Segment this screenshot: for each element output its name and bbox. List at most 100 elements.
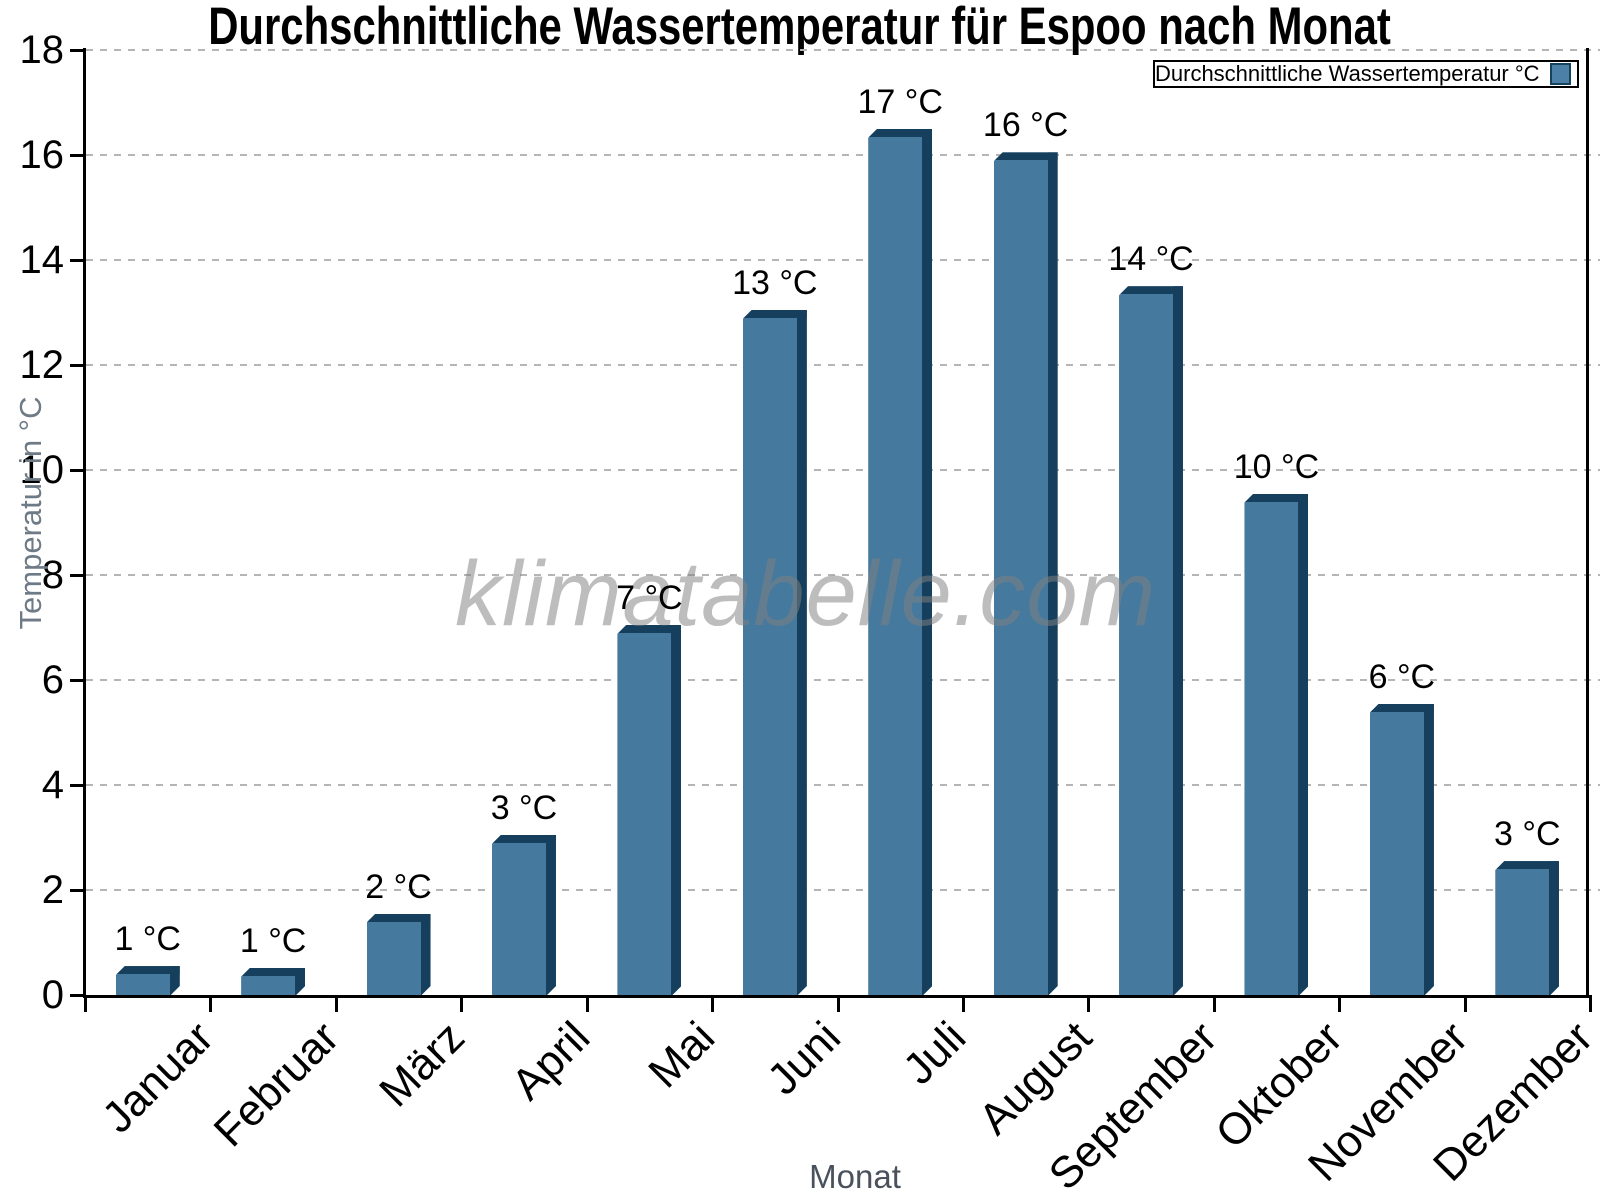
legend-label: Durchschnittliche Wassertemperatur °C (1155, 61, 1540, 86)
bar-side-face (421, 914, 431, 995)
bar-value-label: 6 °C (1368, 657, 1436, 696)
bar-top-face (868, 129, 932, 137)
bar-top-face (492, 835, 556, 843)
watermark: klimatabelle.com (455, 543, 1157, 645)
bar-side-face (1298, 494, 1308, 995)
x-tick (585, 997, 589, 1012)
bar-top-face (241, 968, 305, 976)
bar-top-face (367, 914, 431, 922)
y-tick-label: 2 (41, 868, 64, 912)
gridline (86, 154, 1600, 156)
y-axis-title: Temperatur in °C (13, 396, 48, 630)
gridline (86, 679, 1600, 681)
bar-value-label: 13 °C (732, 263, 818, 302)
gridline (86, 469, 1600, 471)
bar (994, 152, 1058, 995)
x-tick (460, 997, 464, 1012)
x-tick (334, 997, 338, 1012)
y-tick-label: 6 (41, 658, 64, 702)
y-tick-label: 8 (41, 553, 64, 597)
y-tick-label: 12 (19, 343, 65, 387)
y-tick (70, 784, 84, 787)
bar-value-label: 1 °C (239, 921, 307, 960)
y-tick (70, 259, 84, 262)
y-tick (70, 469, 84, 472)
gridline (86, 784, 1600, 786)
bar-top-face (1370, 704, 1434, 712)
bar-value-label: 3 °C (1494, 815, 1561, 854)
x-category-label: Juli (894, 1012, 976, 1094)
bar (1244, 494, 1308, 995)
x-category-label: Januar (93, 1012, 223, 1143)
y-tick-label: 14 (19, 238, 65, 282)
x-category-label: März (369, 1012, 474, 1117)
bar (617, 625, 681, 995)
x-tick (1463, 997, 1467, 1012)
bar-value-label: 1 °C (114, 920, 181, 959)
x-tick (1212, 997, 1216, 1012)
gridline (86, 364, 1600, 366)
bar-value-label: 2 °C (365, 867, 432, 906)
bar-value-label: 16 °C (982, 106, 1069, 145)
bar-side-face (170, 966, 180, 995)
bar (1119, 286, 1183, 995)
legend-swatch-icon (1549, 63, 1571, 85)
y-tick-label: 0 (41, 973, 64, 1017)
chart-title: Durchschnittliche Wassertemperatur für E… (0, 0, 1600, 57)
bar-side-face (1048, 152, 1058, 995)
y-tick (70, 994, 84, 997)
bar-side-face (922, 129, 932, 995)
bar-value-label: 14 °C (1108, 240, 1194, 279)
bar-value-label: 10 °C (1233, 447, 1320, 486)
bar-side-face (671, 625, 681, 995)
bar-top-face (1495, 861, 1559, 869)
gridline (86, 259, 1600, 261)
x-tick (1589, 997, 1592, 1012)
bar-value-label: 17 °C (857, 82, 943, 121)
x-axis-line (83, 995, 1592, 998)
y-tick (70, 154, 84, 157)
bar-top-face (1119, 286, 1183, 294)
y-axis-line (83, 48, 86, 998)
bar-side-face (797, 310, 807, 995)
gridline (86, 574, 1600, 576)
gridline (86, 889, 1600, 891)
bar-side-face (295, 968, 305, 995)
bar-side-face (546, 835, 556, 995)
x-category-label: Mai (639, 1012, 725, 1098)
bar-top-face (1244, 494, 1308, 502)
bar-top-face (116, 966, 180, 974)
x-tick (836, 997, 840, 1012)
y-tick-label: 4 (41, 763, 64, 807)
x-axis-title: Monat (809, 1158, 901, 1195)
y-tick (70, 679, 84, 682)
bar (241, 968, 305, 995)
y-tick (70, 574, 84, 577)
bar (492, 835, 556, 995)
bar (868, 129, 932, 995)
y-tick (70, 49, 84, 52)
x-tick (711, 997, 715, 1012)
bar-side-face (1549, 861, 1559, 995)
bar (1495, 861, 1559, 995)
legend: Durchschnittliche Wassertemperatur °C (1153, 60, 1579, 88)
y-tick (70, 364, 84, 367)
bar-value-label: 7 °C (616, 578, 683, 617)
plot-right-border (1586, 48, 1589, 998)
bar-top-face (994, 152, 1058, 160)
bar-top-face (617, 625, 681, 633)
x-tick (961, 997, 965, 1012)
x-category-label: Februar (204, 1012, 349, 1157)
y-tick (70, 889, 84, 892)
x-tick (84, 997, 87, 1012)
bar (743, 310, 807, 995)
x-tick (209, 997, 213, 1012)
x-category-label: April (502, 1012, 600, 1110)
gridline (86, 49, 1600, 51)
y-tick-label: 10 (19, 448, 65, 492)
bar (1370, 704, 1434, 995)
bar (116, 966, 180, 995)
bar-side-face (1424, 704, 1434, 995)
y-tick-label: 16 (19, 133, 65, 177)
